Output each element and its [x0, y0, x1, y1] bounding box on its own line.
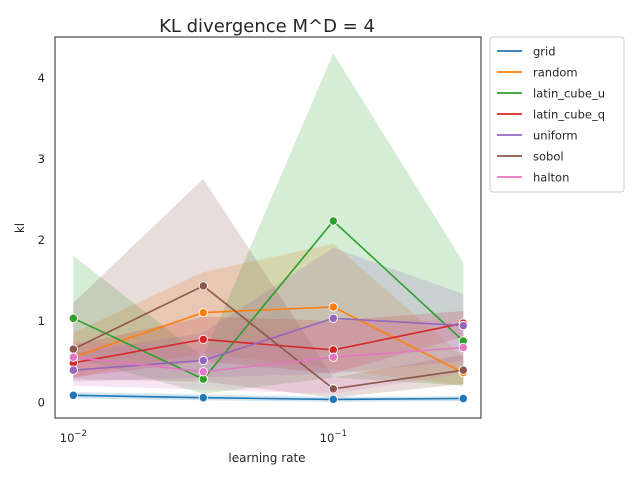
- point-latin_cube_u-2: [328, 216, 338, 226]
- x-axis-ticks: 10−2 10−1: [60, 429, 347, 445]
- point-latin_cube_u-0: [68, 313, 78, 323]
- point-uniform-1: [198, 355, 208, 366]
- legend-label-random: random: [533, 66, 578, 80]
- band-random: [73, 243, 464, 386]
- point-uniform-0: [68, 365, 78, 375]
- legend-label-uniform: uniform: [533, 129, 578, 143]
- legend-label-latin_cube_q: latin_cube_q: [533, 108, 605, 122]
- confidence-bands: [73, 53, 464, 402]
- y-axis-label: kl: [13, 223, 27, 233]
- point-sobol-1: [198, 281, 208, 291]
- point-halton-2: [328, 352, 338, 362]
- point-halton-1: [198, 367, 208, 377]
- point-halton-3: [458, 342, 468, 353]
- line-grid: [73, 394, 464, 401]
- band-uniform: [73, 247, 464, 382]
- band-sobol: [73, 178, 464, 398]
- legend: grid random latin_cube_u latin_cube_qunifor…: [489, 36, 625, 193]
- plot-frame: [54, 36, 482, 419]
- series-points: [68, 216, 468, 405]
- legend-label-halton: halton: [533, 171, 569, 185]
- point-grid-1: [198, 393, 208, 403]
- point-uniform-2: [328, 313, 338, 323]
- y-tick-label: 1: [38, 314, 45, 328]
- band-latin_cube_u: [73, 53, 464, 394]
- chart-title: KL divergence M^D = 4: [159, 16, 375, 37]
- legend-label-grid: grid: [533, 45, 556, 59]
- point-grid-0: [68, 390, 78, 400]
- y-axis-ticks: 0 1 2 3 4: [38, 71, 45, 409]
- line-random: [73, 306, 464, 374]
- point-grid-2: [328, 394, 338, 405]
- legend-frame: [489, 36, 625, 193]
- point-sobol-3: [458, 365, 468, 375]
- point-halton-0: [68, 352, 78, 362]
- y-tick-label: 3: [38, 152, 45, 166]
- x-tick-label: 10−1: [320, 429, 347, 445]
- line-latin_cube_u: [72, 219, 464, 381]
- line-latin_cube_q: [73, 322, 464, 364]
- y-tick-label: 0: [38, 395, 45, 409]
- x-tick-label: 10−2: [60, 429, 87, 445]
- point-sobol-0: [68, 344, 78, 354]
- y-tick-label: 2: [38, 233, 45, 247]
- line-sobol: [72, 284, 464, 390]
- point-random-2: [328, 302, 338, 312]
- point-sobol-2: [328, 384, 338, 394]
- legend-label-latin_cube_u: latin_cube_u: [533, 87, 605, 101]
- y-tick-label: 4: [38, 71, 45, 85]
- band-halton: [73, 320, 464, 394]
- point-uniform-3: [458, 320, 468, 331]
- legend-label-sobol: sobol: [533, 150, 564, 164]
- point-latin_cube_q-1: [198, 334, 208, 345]
- point-random-1: [198, 307, 208, 318]
- point-grid-3: [458, 393, 468, 404]
- line-halton: [73, 346, 464, 373]
- series-lines: [72, 219, 464, 401]
- x-axis-label: learning rate: [228, 451, 305, 465]
